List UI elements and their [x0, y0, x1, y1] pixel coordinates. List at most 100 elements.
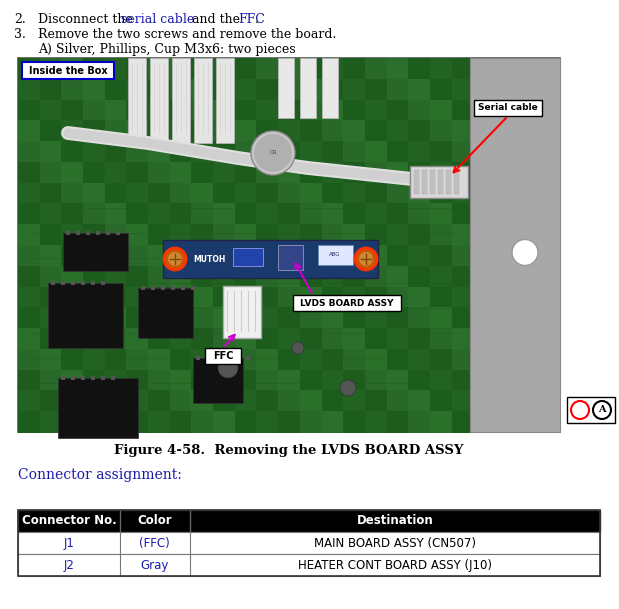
Bar	[148, 224, 170, 245]
Bar	[539, 58, 560, 79]
Bar	[83, 308, 105, 329]
Bar	[300, 183, 322, 204]
Bar	[365, 266, 387, 287]
Bar	[430, 287, 452, 308]
Bar	[495, 266, 517, 287]
Bar	[148, 58, 170, 79]
Circle shape	[164, 248, 186, 270]
Bar	[256, 121, 279, 142]
Bar	[256, 99, 279, 121]
Bar	[148, 121, 170, 142]
Bar	[106, 231, 110, 235]
Bar	[343, 141, 365, 163]
Bar	[40, 411, 62, 432]
Bar	[83, 79, 105, 100]
Bar	[170, 224, 192, 245]
Bar	[105, 411, 127, 432]
Bar	[386, 99, 409, 121]
Bar	[278, 224, 300, 245]
Circle shape	[292, 342, 304, 354]
Bar	[83, 162, 105, 183]
Bar	[61, 328, 84, 350]
Bar	[474, 79, 495, 100]
Bar	[343, 266, 365, 287]
Bar	[61, 266, 84, 287]
Bar	[278, 183, 300, 204]
Bar	[105, 370, 127, 391]
Bar	[48, 283, 123, 348]
Bar	[105, 224, 127, 245]
Text: Connector assignment:: Connector assignment:	[18, 468, 182, 482]
Bar	[409, 99, 430, 121]
Bar	[278, 58, 294, 118]
Bar	[430, 162, 452, 183]
Bar	[105, 308, 127, 329]
Bar	[300, 203, 322, 225]
Bar	[205, 348, 241, 364]
Bar	[126, 411, 149, 432]
Text: Destination: Destination	[357, 515, 433, 527]
Text: HEATER CONT BOARD ASSY (J10): HEATER CONT BOARD ASSY (J10)	[298, 558, 492, 571]
Bar	[438, 170, 443, 194]
Bar	[517, 308, 539, 329]
Bar	[18, 349, 40, 370]
Bar	[300, 141, 322, 163]
Text: Remove the two screws and remove the board.: Remove the two screws and remove the boa…	[38, 28, 336, 41]
Bar	[300, 224, 322, 245]
Bar	[170, 99, 192, 121]
Circle shape	[359, 252, 373, 266]
Bar	[61, 376, 65, 380]
Bar	[18, 58, 40, 79]
Bar	[126, 287, 149, 308]
Bar	[170, 121, 192, 142]
Bar	[161, 286, 165, 290]
Bar	[495, 183, 517, 204]
Bar	[452, 328, 474, 350]
Bar	[18, 79, 40, 100]
Bar	[126, 328, 149, 350]
Bar	[40, 203, 62, 225]
Bar	[235, 328, 257, 350]
Bar	[409, 79, 430, 100]
Bar	[495, 58, 517, 79]
Text: 3.: 3.	[14, 28, 26, 41]
Bar	[430, 245, 452, 266]
Bar	[386, 328, 409, 350]
Bar	[422, 170, 427, 194]
Bar	[300, 58, 316, 118]
Bar	[191, 370, 214, 391]
Bar	[539, 411, 560, 432]
Bar	[148, 245, 170, 266]
Bar	[96, 231, 100, 235]
Bar	[452, 79, 474, 100]
Bar	[539, 99, 560, 121]
Bar	[414, 170, 419, 194]
Bar	[365, 328, 387, 350]
Bar	[386, 58, 409, 79]
Bar	[235, 183, 257, 204]
Bar	[83, 183, 105, 204]
Bar	[170, 370, 192, 391]
Bar	[365, 58, 387, 79]
Bar	[105, 390, 127, 412]
Bar	[365, 203, 387, 225]
Bar	[148, 79, 170, 100]
Bar	[101, 281, 105, 285]
Bar	[452, 203, 474, 225]
Bar	[148, 308, 170, 329]
Bar	[495, 308, 517, 329]
Bar	[170, 390, 192, 412]
Bar	[40, 99, 62, 121]
Bar	[18, 58, 560, 432]
Bar	[474, 183, 495, 204]
Bar	[278, 245, 303, 270]
Bar	[452, 390, 474, 412]
Bar	[191, 349, 214, 370]
Bar	[517, 121, 539, 142]
Bar	[539, 308, 560, 329]
Text: 2.: 2.	[14, 13, 26, 26]
Bar	[40, 308, 62, 329]
Bar	[170, 162, 192, 183]
Text: MAIN BOARD ASSY (CN507): MAIN BOARD ASSY (CN507)	[314, 537, 476, 549]
Bar	[446, 170, 451, 194]
